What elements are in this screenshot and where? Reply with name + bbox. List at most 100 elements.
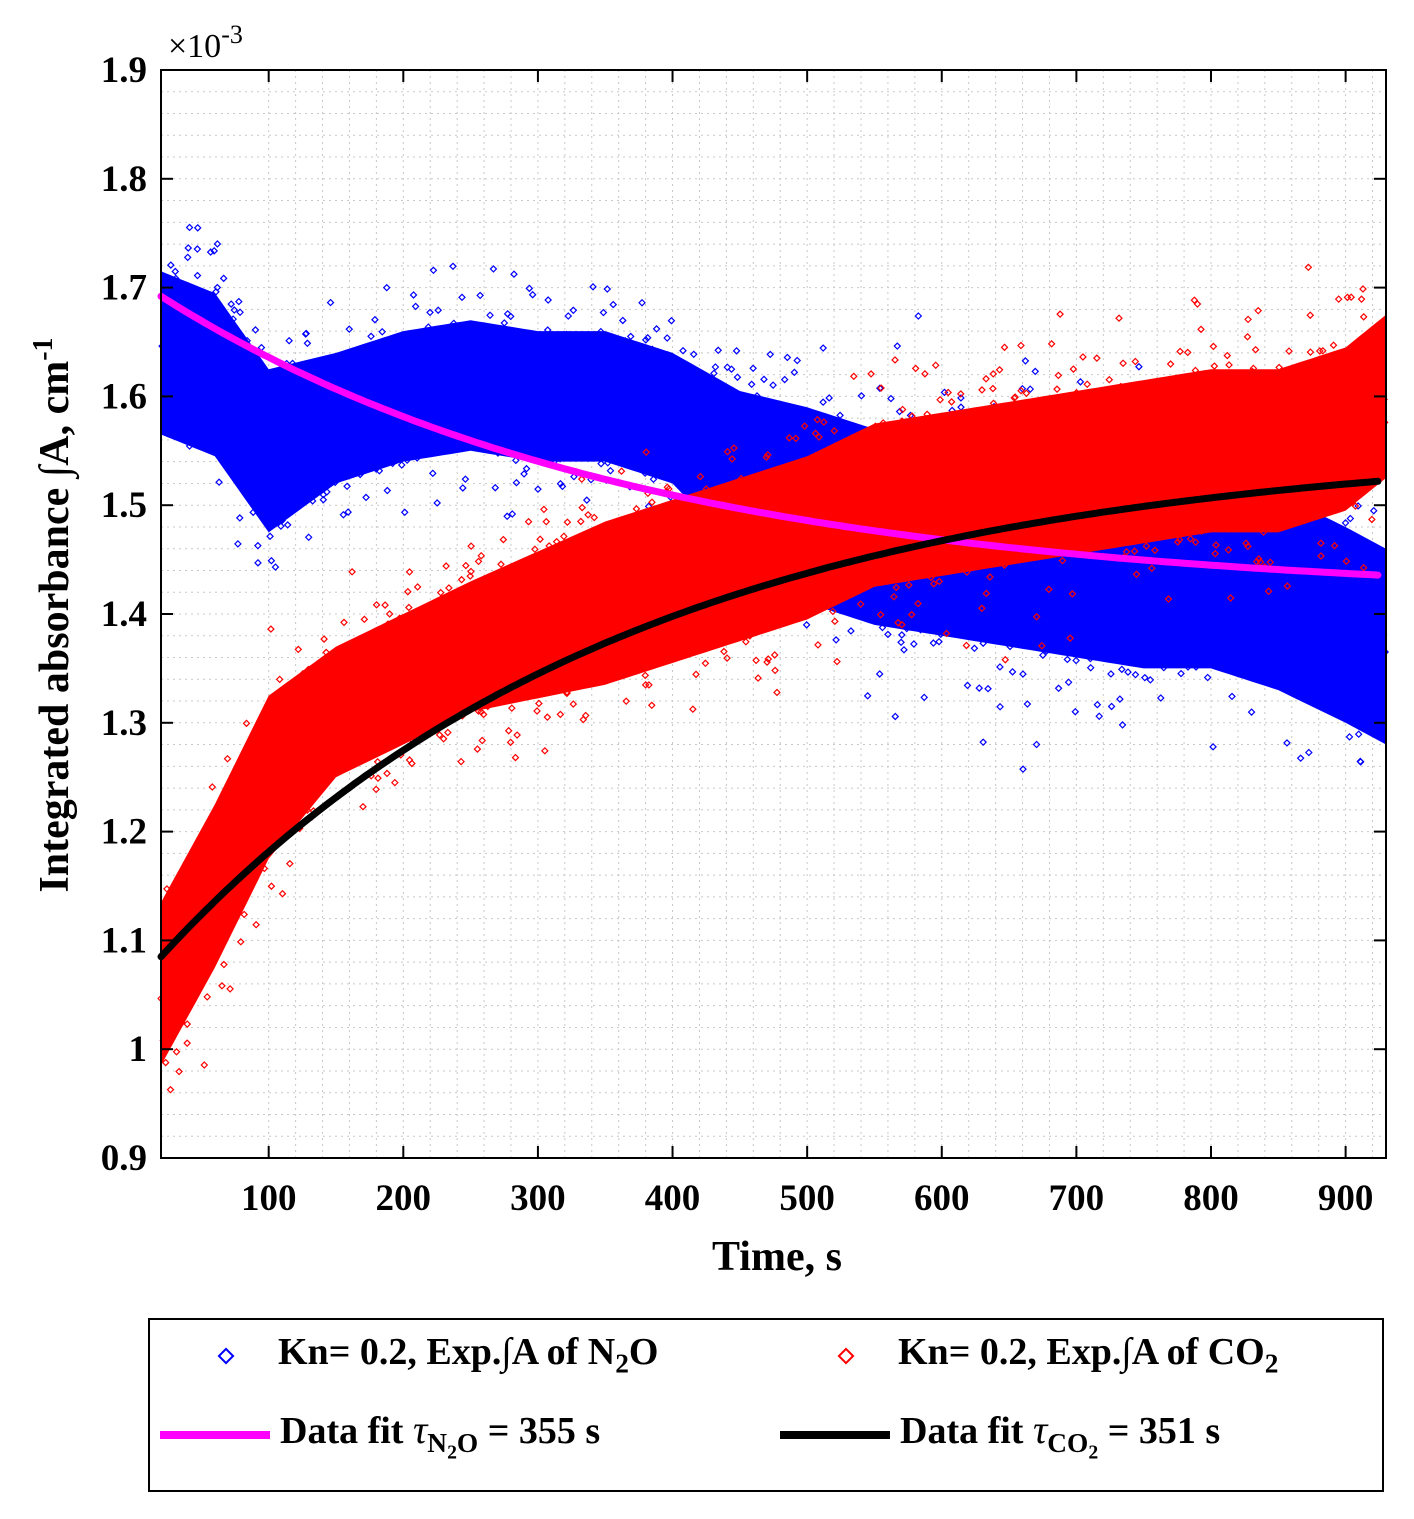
scatter-point (372, 785, 380, 794)
scatter-point (960, 433, 969, 442)
scatter-point (630, 349, 638, 357)
scatter-point (249, 508, 258, 517)
scatter-point (1245, 462, 1254, 470)
scatter-point (1195, 572, 1204, 581)
scatter-point (284, 771, 293, 780)
scatter-point (337, 713, 345, 721)
scatter-point (1013, 531, 1022, 540)
scatter-point (1014, 465, 1023, 473)
scatter-point (1374, 331, 1383, 340)
scatter-point (1274, 400, 1283, 409)
scatter-point (450, 685, 458, 694)
scatter-point (545, 640, 554, 649)
scatter-point (591, 384, 600, 393)
scatter-point (947, 597, 956, 605)
scatter-point (356, 470, 365, 479)
scatter-point (840, 575, 849, 584)
scatter-point (537, 359, 545, 367)
scatter-point (1238, 464, 1247, 473)
scatter-point (1145, 649, 1154, 658)
scatter-point (1289, 580, 1298, 589)
scatter-point (392, 422, 401, 430)
scatter-point (700, 395, 709, 404)
scatter-point (1081, 535, 1090, 544)
scatter-point (1244, 471, 1253, 480)
scatter-point (299, 402, 307, 410)
scatter-point (558, 392, 567, 401)
scatter-point (1295, 539, 1304, 548)
scatter-point (1111, 414, 1120, 422)
scatter-point (589, 607, 598, 616)
scatter-point (359, 802, 367, 811)
scatter-point (234, 844, 243, 852)
scatter-point (1098, 594, 1107, 603)
scatter-point (409, 452, 417, 461)
scatter-point (443, 707, 452, 716)
scatter-point (461, 561, 470, 570)
scatter-point (1083, 597, 1091, 605)
scatter-point (169, 385, 178, 394)
scatter-point (1267, 503, 1276, 512)
scatter-point (682, 383, 691, 392)
scatter-point (1086, 654, 1095, 663)
scatter-point (327, 365, 336, 374)
scatter-point (508, 510, 517, 518)
scatter-point (675, 571, 684, 579)
scatter-point (1119, 359, 1127, 368)
scatter-point (599, 438, 607, 446)
scatter-point (202, 854, 210, 863)
scatter-point (1213, 533, 1222, 542)
scatter-point (1249, 601, 1257, 610)
scatter-point (764, 655, 773, 663)
scatter-point (1096, 640, 1105, 649)
scatter-point (396, 348, 405, 357)
scatter-point (1296, 619, 1304, 627)
scatter-point (218, 981, 226, 990)
scatter-point (870, 457, 878, 466)
scatter-point (375, 459, 384, 468)
scatter-point (749, 408, 758, 417)
scatter-point (586, 569, 594, 578)
scatter-point (201, 331, 210, 340)
scatter-point (753, 575, 762, 583)
scatter-point (1364, 617, 1372, 625)
scatter-point (657, 438, 666, 447)
scatter-point (510, 392, 519, 400)
scatter-point (793, 428, 802, 437)
scatter-point (669, 455, 678, 464)
scatter-point (860, 538, 868, 546)
scatter-point (1267, 462, 1276, 471)
scatter-point (1020, 624, 1028, 632)
scatter-point (603, 545, 612, 553)
scatter-point (533, 363, 542, 372)
x-tick-label: 200 (376, 1178, 432, 1219)
scatter-point (1288, 383, 1297, 391)
scatter-point (627, 437, 636, 445)
scatter-point (717, 564, 725, 572)
scatter-point (716, 458, 724, 467)
scatter-point (625, 350, 634, 359)
scatter-point (222, 418, 230, 426)
scatter-point (1072, 532, 1080, 540)
scatter-point (1196, 579, 1204, 588)
scatter-point (1097, 471, 1106, 479)
scatter-point (457, 694, 466, 702)
scatter-point (656, 412, 664, 420)
scatter-point (423, 630, 431, 638)
scatter-point (304, 389, 312, 397)
scatter-point (1268, 581, 1276, 590)
scatter-point (617, 432, 625, 440)
scatter-point (1017, 386, 1025, 395)
scatter-point (199, 393, 207, 402)
scatter-point (383, 769, 391, 778)
scatter-point (362, 704, 370, 713)
scatter-point (235, 419, 244, 427)
scatter-point (992, 507, 1001, 515)
scatter-point (543, 713, 552, 721)
scatter-point (230, 463, 238, 472)
scatter-point (1186, 567, 1195, 576)
scatter-point (463, 422, 472, 430)
scatter-point (1345, 733, 1354, 741)
scatter-point (556, 630, 564, 639)
scatter-point (863, 691, 872, 700)
